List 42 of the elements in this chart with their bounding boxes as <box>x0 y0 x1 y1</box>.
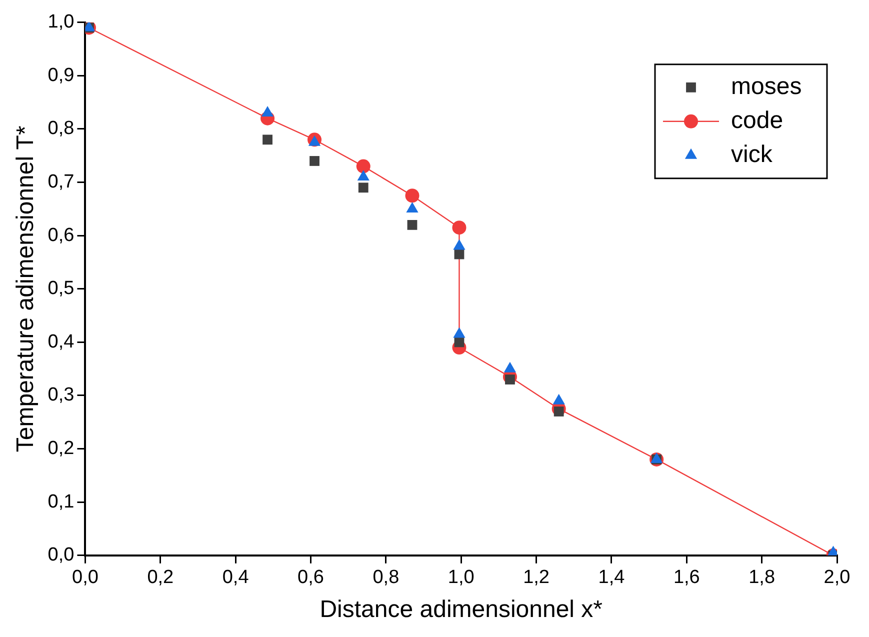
point <box>554 406 564 416</box>
x-tick-label: 1,2 <box>523 567 550 588</box>
x-tick-label: 1,8 <box>748 567 776 588</box>
x-tick-label: 2,0 <box>824 567 850 588</box>
point <box>310 156 320 166</box>
x-tick-label: 0,4 <box>222 567 250 588</box>
x-tick-label: 0,6 <box>298 567 324 588</box>
x-tick-label: 0,2 <box>147 567 174 588</box>
point <box>453 239 466 250</box>
point <box>454 337 464 348</box>
point <box>407 220 418 230</box>
y-tick-label: 0,1 <box>48 491 74 512</box>
point <box>504 362 516 372</box>
y-tick-label: 0,4 <box>48 331 75 352</box>
y-tick-label: 0,3 <box>48 384 74 406</box>
point <box>453 327 466 338</box>
point <box>505 374 515 384</box>
point <box>356 159 370 174</box>
y-tick-label: 0,9 <box>48 64 74 86</box>
x-tick-label: 1,0 <box>448 567 474 588</box>
legend-label: vick <box>731 141 774 168</box>
x-tick-label: 0,0 <box>72 567 98 588</box>
y-tick-label: 1,0 <box>48 12 74 33</box>
x-tick-label: 0,8 <box>372 567 400 588</box>
x-axis-title: Distance adimensionnel x* <box>320 596 603 624</box>
x-tick-label: 1,6 <box>673 567 700 588</box>
legend-label: moses <box>731 73 802 100</box>
y-tick-label: 0,2 <box>48 438 74 460</box>
point <box>452 220 466 235</box>
x-tick-label: 1,4 <box>598 567 626 588</box>
y-tick-label: 0,6 <box>48 224 74 246</box>
point <box>552 394 565 404</box>
point <box>650 452 663 463</box>
y-tick-label: 0,8 <box>48 118 74 140</box>
y-axis-title: Temperature adimensionnel T* <box>12 126 40 452</box>
point <box>358 182 368 193</box>
y-tick-label: 0,5 <box>48 278 74 300</box>
point <box>405 188 420 203</box>
legend-label: code <box>731 107 784 134</box>
y-tick-label: 0,7 <box>48 172 74 193</box>
y-tick-label: 0,0 <box>48 544 74 566</box>
point <box>262 134 272 145</box>
